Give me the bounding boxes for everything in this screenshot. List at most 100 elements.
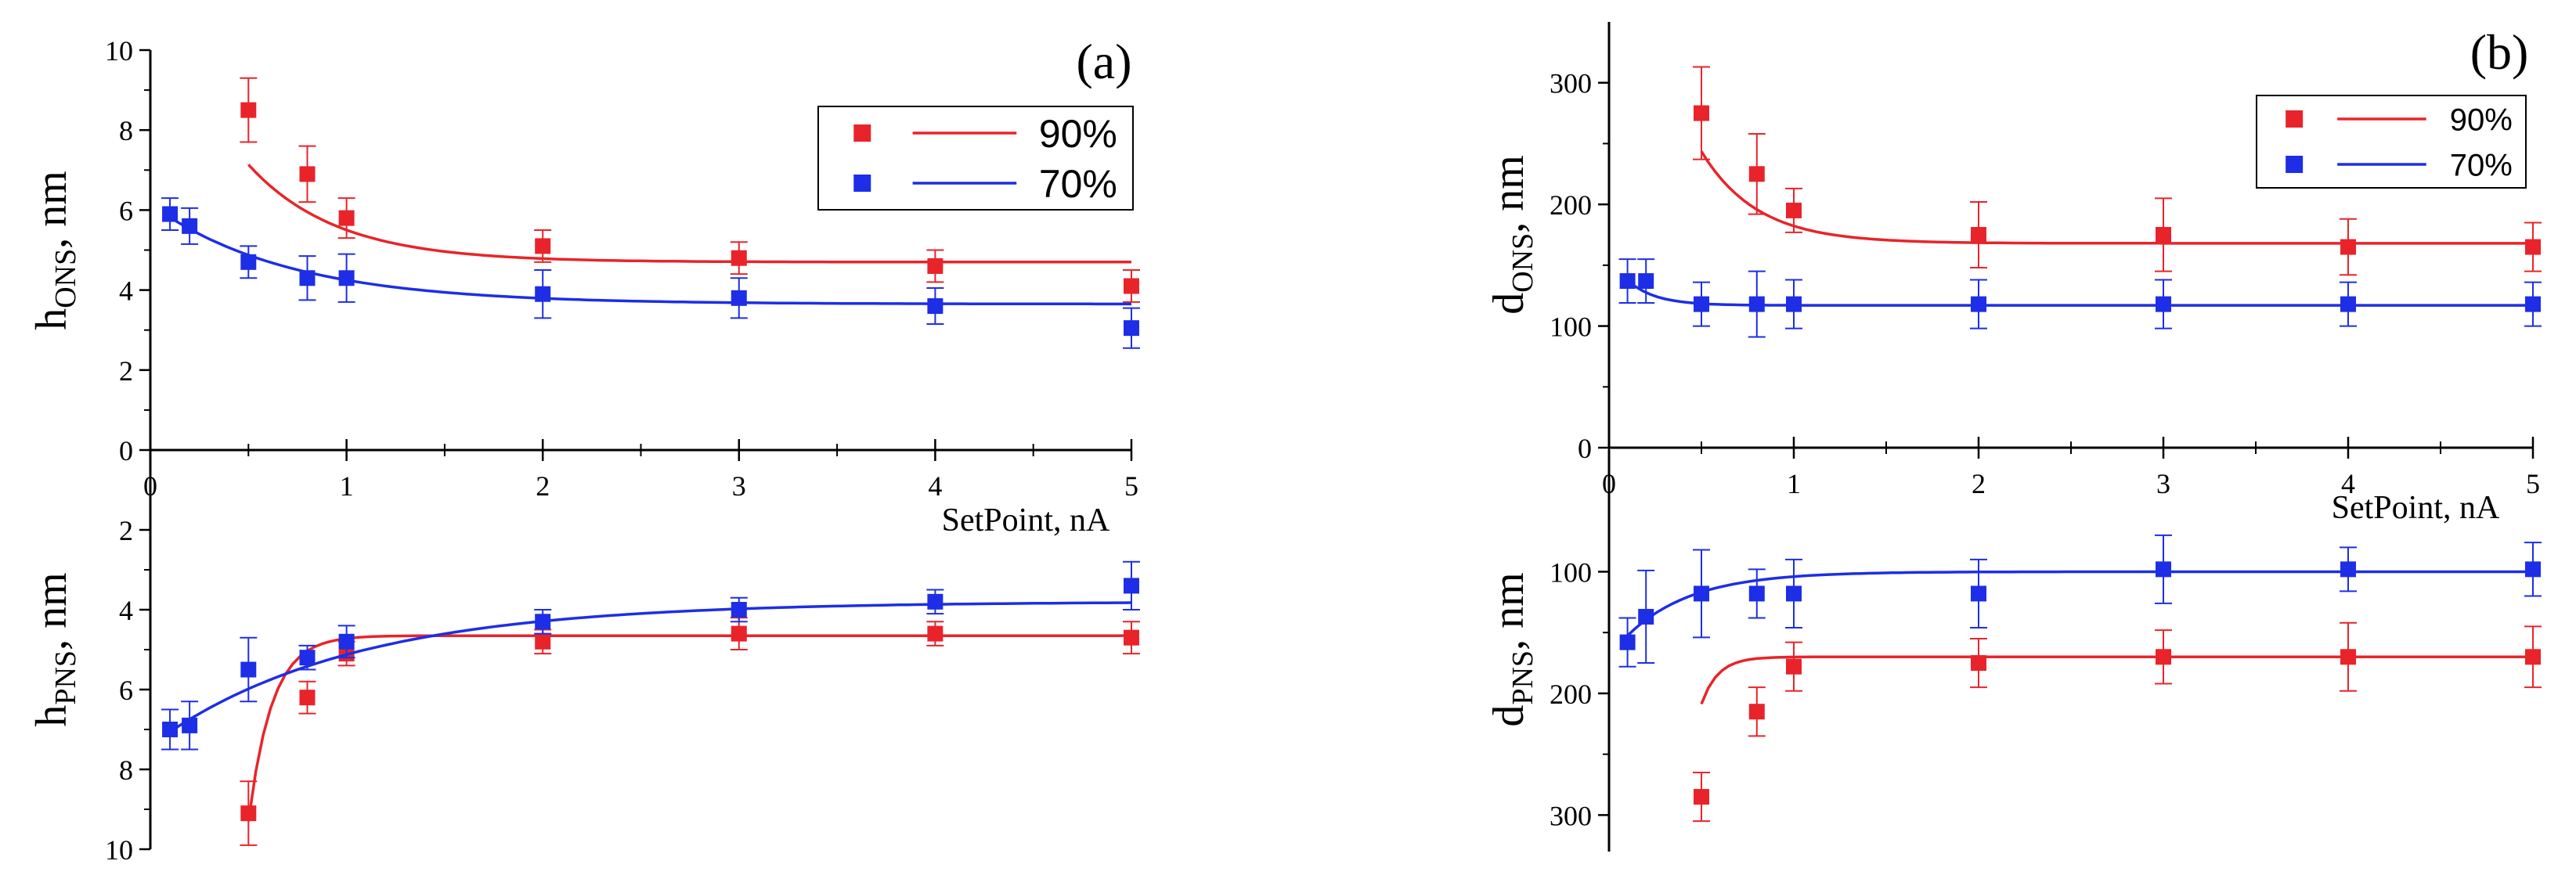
fit-curve [1700, 150, 2533, 245]
y-axis-label: dONS, nm [1485, 155, 1539, 315]
data-point [299, 270, 316, 286]
y-tick-label: 0 [1578, 433, 1592, 464]
panel-label: (a) [1076, 34, 1131, 89]
data-point [2156, 227, 2171, 243]
y-tick-label: 4 [119, 276, 133, 307]
x-tick-label: 5 [2526, 468, 2540, 499]
y-label-subscript: ONS [1506, 233, 1539, 293]
series-70pct [161, 197, 1140, 349]
data-point [1786, 296, 1802, 312]
y-label-unit: , nm [27, 171, 76, 249]
data-point [1694, 105, 1709, 121]
subplot-a-pns: 2 4 6 8 10 hPNS, nm [27, 450, 1140, 866]
y-tick-label: 100 [1550, 556, 1592, 588]
data-point [338, 210, 355, 226]
y-label-main: d [1485, 293, 1533, 315]
data-point [1694, 789, 1709, 805]
data-point [2340, 649, 2356, 665]
legend-marker [853, 124, 871, 142]
x-axis-label: SetPoint, nA [942, 502, 1110, 538]
data-point [731, 625, 747, 642]
data-point [1786, 202, 1802, 218]
y-label-unit: , nm [1485, 155, 1533, 233]
data-point [731, 290, 747, 306]
data-point [1971, 296, 1986, 312]
data-point [2340, 296, 2356, 312]
data-point [927, 258, 943, 274]
data-point [535, 286, 551, 302]
subplot-a-ons: 0 2 4 6 8 10 hONS, nm [27, 35, 1140, 466]
data-point [2340, 239, 2356, 255]
fit-curve [247, 164, 1131, 264]
data-point [1619, 273, 1636, 290]
y-tick-label: 100 [1550, 312, 1592, 343]
data-point [162, 206, 179, 222]
data-point [1971, 585, 1986, 602]
data-point [927, 625, 943, 642]
legend-marker [853, 175, 871, 192]
subplot-b-pns: 100 200 300 dPNS, nm [1485, 450, 2542, 852]
series-90pct [240, 77, 1140, 303]
data-point [1124, 278, 1139, 294]
y-label-main: h [27, 705, 76, 727]
data-point [535, 238, 551, 254]
data-point [1786, 585, 1802, 602]
data-point [240, 102, 257, 118]
x-tick-label: 5 [1124, 470, 1138, 502]
y-label-main: d [1485, 705, 1533, 727]
panel-label: (b) [2470, 24, 2529, 80]
data-point [1748, 166, 1765, 182]
legend-marker [2286, 156, 2304, 173]
data-point [299, 166, 316, 182]
series-70pct [161, 560, 1140, 751]
data-point [1786, 658, 1802, 675]
data-point [1971, 227, 1986, 243]
y-tick-label: 6 [119, 195, 133, 226]
x-tick-label: 4 [928, 470, 942, 502]
y-tick-label: 6 [119, 675, 133, 706]
y-axis-label: dPNS, nm [1485, 572, 1539, 726]
data-point [162, 722, 179, 737]
x-tick-label: 2 [1972, 468, 1986, 499]
legend-box [817, 106, 1134, 211]
fit-curve [1626, 279, 2533, 307]
data-point [2156, 561, 2171, 578]
y-label-unit: , nm [1485, 572, 1533, 650]
y-label-subscript: PNS [1506, 650, 1539, 705]
data-point [2156, 649, 2171, 665]
legend-label: 70% [1039, 162, 1117, 206]
legend: 90%70% [817, 106, 1134, 211]
data-point [927, 593, 943, 610]
data-point [299, 690, 316, 706]
y-tick-label: 300 [1550, 800, 1592, 831]
x-tick-label: 3 [732, 470, 746, 502]
data-point [1124, 629, 1139, 646]
series-70pct [1618, 534, 2542, 668]
legend-label: 70% [2450, 148, 2513, 182]
panel-a: 012345SetPoint, nA(a)90%70% [143, 34, 1138, 538]
x-tick-label: 1 [1787, 468, 1801, 499]
data-point [1694, 296, 1709, 312]
data-point [182, 717, 198, 733]
y-tick-label: 2 [119, 355, 133, 387]
x-tick-label: 4 [2341, 468, 2355, 499]
data-point [182, 218, 198, 234]
fit-curve [247, 634, 1131, 822]
data-point [731, 250, 747, 266]
y-tick-label: 2 [119, 515, 133, 546]
legend-label: 90% [2450, 103, 2513, 137]
y-tick-label: 0 [119, 435, 133, 466]
data-point [1748, 704, 1765, 720]
x-tick-label: 2 [536, 470, 550, 502]
fit-curve [1626, 570, 2533, 637]
y-tick-label: 4 [119, 595, 133, 626]
data-point [1124, 320, 1139, 337]
legend-label: 90% [1039, 112, 1117, 156]
series-90pct [240, 617, 1140, 846]
y-axis-label: hPNS, nm [27, 572, 82, 726]
x-tick-label: 3 [2156, 468, 2170, 499]
y-label-unit: , nm [27, 572, 76, 650]
data-point [1971, 655, 1986, 672]
data-point [1638, 273, 1654, 290]
